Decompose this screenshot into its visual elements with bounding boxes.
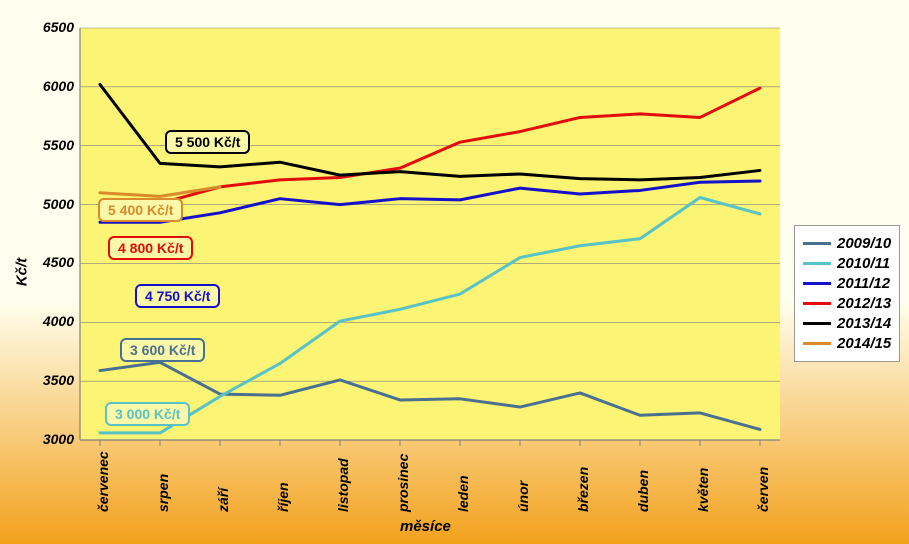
annotation-label: 3 000 Kč/t (105, 402, 190, 426)
x-tick-label: únor (515, 481, 531, 512)
legend-label: 2012/13 (837, 295, 891, 312)
legend-color-swatch (803, 322, 831, 325)
legend-label: 2009/10 (837, 235, 891, 252)
x-tick-label: prosinec (395, 454, 411, 512)
x-tick-label: květen (695, 468, 711, 512)
x-tick-label: srpen (155, 474, 171, 512)
chart-container: Kč/t měsíce 3000350040004500500055006000… (0, 0, 909, 544)
y-tick-label: 6500 (24, 19, 74, 35)
x-tick-label: listopad (335, 458, 351, 512)
legend-item: 2013/14 (803, 315, 891, 332)
legend-color-swatch (803, 262, 831, 265)
legend-label: 2011/12 (837, 275, 890, 292)
legend-item: 2011/12 (803, 275, 891, 292)
y-tick-label: 4000 (24, 313, 74, 329)
legend-label: 2014/15 (837, 335, 891, 352)
y-tick-label: 3000 (24, 431, 74, 447)
legend-item: 2012/13 (803, 295, 891, 312)
x-tick-label: říjen (275, 482, 291, 512)
y-tick-label: 5000 (24, 196, 74, 212)
x-tick-label: září (215, 488, 231, 512)
y-tick-label: 3500 (24, 372, 74, 388)
legend-label: 2010/11 (837, 255, 890, 272)
legend-color-swatch (803, 242, 831, 245)
annotation-label: 5 400 Kč/t (98, 198, 183, 222)
y-tick-label: 4500 (24, 254, 74, 270)
legend: 2009/10 2010/11 2011/12 2012/13 2013/14 2014/… (794, 225, 900, 362)
legend-color-swatch (803, 302, 831, 305)
legend-label: 2013/14 (837, 315, 891, 332)
annotation-label: 5 500 Kč/t (165, 130, 250, 154)
annotation-label: 4 800 Kč/t (108, 236, 193, 260)
x-tick-label: červen (755, 467, 771, 512)
legend-item: 2009/10 (803, 235, 891, 252)
chart-svg (0, 0, 909, 544)
x-tick-label: červenec (95, 451, 111, 512)
annotation-label: 3 600 Kč/t (120, 338, 205, 362)
x-tick-label: duben (635, 470, 651, 512)
legend-color-swatch (803, 342, 831, 345)
annotation-label: 4 750 Kč/t (135, 284, 220, 308)
x-tick-label: leden (455, 475, 471, 512)
y-tick-label: 6000 (24, 78, 74, 94)
x-tick-label: březen (575, 467, 591, 512)
y-tick-label: 5500 (24, 137, 74, 153)
x-axis-label: měsíce (400, 518, 451, 535)
legend-color-swatch (803, 282, 831, 285)
legend-item: 2014/15 (803, 335, 891, 352)
legend-item: 2010/11 (803, 255, 891, 272)
